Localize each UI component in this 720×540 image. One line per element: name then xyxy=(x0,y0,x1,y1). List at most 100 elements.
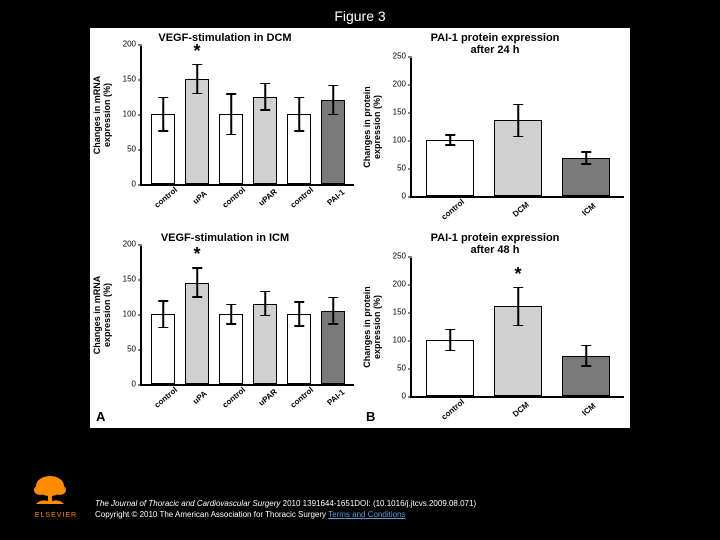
y-tick: 250 xyxy=(386,52,406,61)
y-tick: 150 xyxy=(386,108,406,117)
error-bar xyxy=(585,345,587,367)
citation-line1: The Journal of Thoracic and Cardiovascul… xyxy=(95,498,660,509)
x-tick-label: control xyxy=(218,183,250,212)
citation-footer: The Journal of Thoracic and Cardiovascul… xyxy=(95,498,660,520)
terms-link[interactable]: Terms and Conditions xyxy=(328,510,405,519)
error-bar xyxy=(162,300,164,328)
y-tick: 50 xyxy=(116,145,136,154)
chart-grid: VEGF-stimulation in DCMChanges in mRNAex… xyxy=(90,28,630,428)
y-tick: 200 xyxy=(116,40,136,49)
significance-star: * xyxy=(193,41,200,62)
x-tick-label: control xyxy=(150,383,182,412)
bars-container xyxy=(412,58,624,196)
bar-wrap: * xyxy=(180,46,214,184)
x-tick-label: uPA xyxy=(184,183,216,212)
y-tick: 100 xyxy=(116,310,136,319)
x-labels: controluPAcontroluPARcontrolPAI-1 xyxy=(142,384,354,403)
plot-area: Changes in mRNAexpression (%)05010015020… xyxy=(140,46,354,186)
error-bar xyxy=(298,97,300,132)
bar-wrap xyxy=(282,246,316,384)
bar-wrap xyxy=(146,46,180,184)
y-tick: 0 xyxy=(116,380,136,389)
y-tick: 200 xyxy=(386,280,406,289)
y-tick: 150 xyxy=(116,75,136,84)
bar-wrap xyxy=(214,246,248,384)
bar-wrap xyxy=(484,58,552,196)
bars-container: * xyxy=(412,258,624,396)
y-tick: 100 xyxy=(386,136,406,145)
x-tick-label: control xyxy=(286,183,318,212)
x-labels: controluPAcontroluPARcontrolPAI-1 xyxy=(142,184,354,203)
error-bar xyxy=(196,267,198,298)
bar-wrap: * xyxy=(180,246,214,384)
citation-details: 2010 1391644-1651DOI: (10.1016/j.jtcvs.2… xyxy=(280,499,476,508)
bar-wrap xyxy=(552,58,620,196)
y-tick: 150 xyxy=(386,308,406,317)
y-tick: 250 xyxy=(386,252,406,261)
x-tick-label: uPAR xyxy=(252,183,284,212)
tree-icon xyxy=(28,472,72,506)
error-bar xyxy=(230,93,232,135)
elsevier-logo: ELSEVIER xyxy=(28,472,84,524)
y-tick: 0 xyxy=(116,180,136,189)
figure-title: Figure 3 xyxy=(0,0,720,28)
bar-wrap xyxy=(248,46,282,184)
y-tick: 50 xyxy=(116,345,136,354)
copyright-text: Copyright © 2010 The American Associatio… xyxy=(95,510,328,519)
error-bar xyxy=(585,151,587,164)
plot-area: Changes in mRNAexpression (%)05010015020… xyxy=(140,246,354,386)
panel-a-bottom: VEGF-stimulation in ICMChanges in mRNAex… xyxy=(90,228,360,428)
bar-wrap xyxy=(552,258,620,396)
bars-container: * xyxy=(142,46,354,184)
citation-line2: Copyright © 2010 The American Associatio… xyxy=(95,509,660,520)
y-tick: 0 xyxy=(386,392,406,401)
panel-b-top: PAI-1 protein expressionafter 24 hChange… xyxy=(360,28,630,228)
y-axis-label: Changes in mRNAexpression (%) xyxy=(92,250,112,380)
bar-wrap: * xyxy=(484,258,552,396)
bar xyxy=(426,140,474,196)
bar xyxy=(185,79,209,184)
x-labels: controlDCMICM xyxy=(412,396,624,415)
bar-wrap xyxy=(282,46,316,184)
error-bar xyxy=(196,64,198,95)
x-tick-label: control xyxy=(150,183,182,212)
error-bar xyxy=(264,291,266,316)
error-bar xyxy=(332,297,334,325)
panel-a-top: VEGF-stimulation in DCMChanges in mRNAex… xyxy=(90,28,360,228)
bar xyxy=(219,314,243,384)
y-axis-label: Changes in proteinexpression (%) xyxy=(362,262,382,392)
significance-star: * xyxy=(514,264,521,285)
panel-label-b: B xyxy=(366,409,375,424)
error-bar xyxy=(298,301,300,326)
x-tick-label: uPAR xyxy=(252,383,284,412)
bar-wrap xyxy=(146,246,180,384)
logo-text: ELSEVIER xyxy=(28,512,84,519)
bar-wrap xyxy=(248,246,282,384)
significance-star: * xyxy=(193,244,200,265)
plot-area: Changes in proteinexpression (%)05010015… xyxy=(410,258,624,398)
journal-name: The Journal of Thoracic and Cardiovascul… xyxy=(95,499,280,508)
panel-label-a: A xyxy=(96,409,105,424)
y-tick: 100 xyxy=(386,336,406,345)
error-bar xyxy=(449,134,451,145)
error-bar xyxy=(449,329,451,351)
error-bar xyxy=(517,104,519,138)
x-labels: controlDCMICM xyxy=(412,196,624,215)
error-bar xyxy=(230,304,232,325)
x-tick-label: control xyxy=(286,383,318,412)
bar-wrap xyxy=(214,46,248,184)
bar-wrap xyxy=(316,46,350,184)
bars-container: * xyxy=(142,246,354,384)
y-tick: 0 xyxy=(386,192,406,201)
y-tick: 150 xyxy=(116,275,136,284)
bar-wrap xyxy=(416,58,484,196)
x-tick-label: control xyxy=(218,383,250,412)
x-tick-label: uPA xyxy=(184,383,216,412)
error-bar xyxy=(162,97,164,132)
error-bar xyxy=(332,85,334,116)
y-tick: 200 xyxy=(386,80,406,89)
plot-area: Changes in proteinexpression (%)05010015… xyxy=(410,58,624,198)
panel-b-bottom: PAI-1 protein expressionafter 48 hChange… xyxy=(360,228,630,428)
x-tick-label: PAI-1 xyxy=(320,383,352,412)
error-bar xyxy=(517,287,519,326)
